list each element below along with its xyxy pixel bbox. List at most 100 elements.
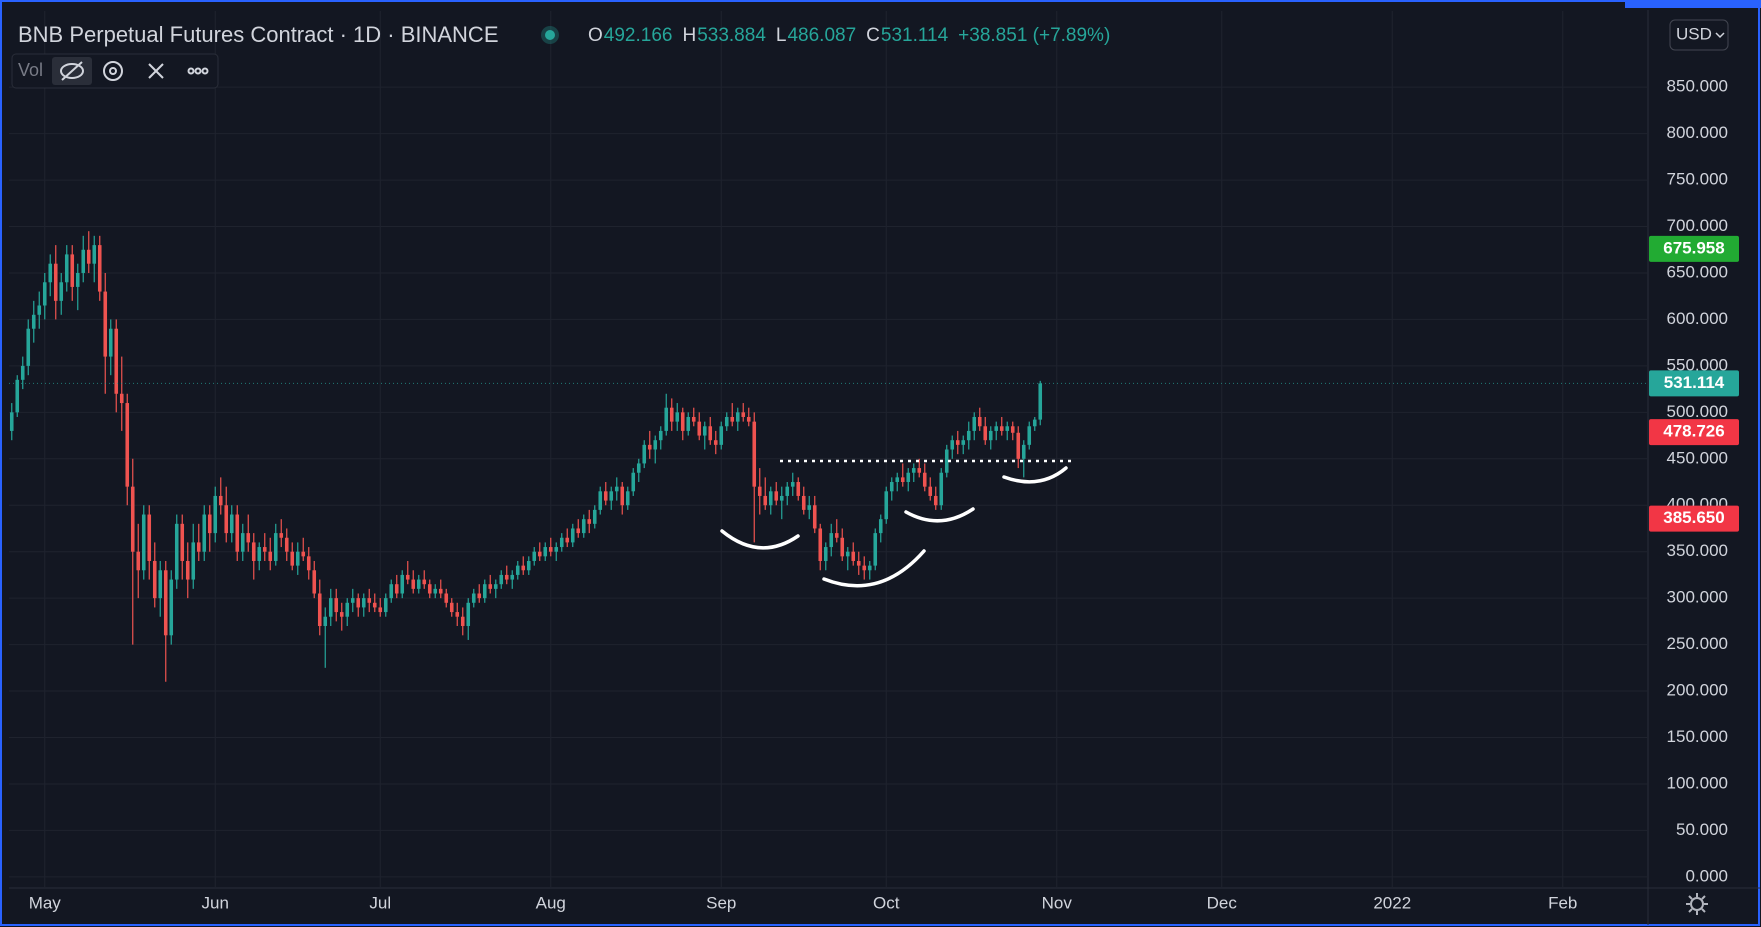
candle-body	[372, 602, 377, 608]
candle-body	[191, 542, 196, 580]
x-tick-label: Oct	[873, 893, 900, 912]
candle-body	[873, 533, 878, 566]
candle-body	[768, 491, 773, 506]
candle-body	[906, 472, 911, 483]
candle-body	[53, 263, 58, 301]
candle-body	[603, 491, 608, 501]
candle-body	[455, 612, 460, 617]
candle-body	[31, 314, 36, 329]
candle-body	[207, 514, 212, 534]
candle-body	[460, 616, 465, 627]
candle-body	[999, 426, 1004, 431]
currency-label: USD	[1676, 24, 1712, 43]
candle-body	[504, 574, 509, 580]
candle-body	[449, 602, 454, 613]
more-dot[interactable]	[187, 67, 195, 75]
candle-body	[70, 254, 75, 287]
candle-body	[262, 547, 267, 552]
y-tick-label: 600.000	[1667, 309, 1728, 328]
candle-body	[361, 598, 366, 608]
candle-body	[625, 491, 630, 506]
y-tick-label: 650.000	[1667, 262, 1728, 281]
x-tick-label: Nov	[1042, 893, 1073, 912]
legend-key: O	[588, 25, 603, 46]
candle-body	[482, 584, 487, 599]
candle-body	[185, 560, 190, 580]
price-badge	[1649, 419, 1739, 446]
candle-body	[928, 486, 933, 496]
candle-body	[174, 523, 179, 580]
candle-body	[933, 495, 938, 506]
candle-body	[163, 570, 168, 636]
y-tick-label: 150.000	[1667, 727, 1728, 746]
candle-body	[147, 514, 152, 561]
candle-body	[587, 519, 592, 524]
settings-icon[interactable]	[103, 61, 123, 81]
candle-body	[119, 393, 124, 404]
arc	[904, 507, 975, 523]
candle-body	[515, 565, 520, 575]
candle-body	[378, 607, 383, 613]
candle-body	[427, 584, 432, 594]
candle-body	[977, 416, 982, 427]
y-tick-label: 850.000	[1667, 77, 1728, 96]
candle-body	[807, 505, 812, 510]
candle-body	[1027, 426, 1032, 445]
candle-body	[829, 533, 834, 548]
candle-body	[884, 491, 889, 520]
candle-body	[422, 579, 427, 585]
currency-button[interactable]	[1669, 19, 1729, 51]
candle-body	[559, 537, 564, 548]
candle-body	[433, 588, 438, 594]
price-badge-label: 531.114	[1664, 373, 1725, 392]
candle-body	[961, 440, 966, 445]
legend-value: 486.087	[787, 25, 856, 46]
candle-body	[301, 551, 306, 557]
candle-body	[746, 416, 751, 422]
candle-body	[955, 440, 960, 445]
candle-body	[328, 598, 333, 617]
y-tick-label: 500.000	[1667, 402, 1728, 421]
price-badge-label: 385.650	[1663, 508, 1724, 527]
candle-body	[818, 528, 823, 561]
candle-body	[235, 514, 240, 552]
candle-body	[477, 593, 482, 599]
y-tick-label: 200.000	[1667, 681, 1728, 700]
candle-body	[1032, 419, 1037, 427]
candle-body	[614, 486, 619, 492]
candle-body	[350, 598, 355, 603]
candle-body	[889, 482, 894, 492]
candle-body	[521, 565, 526, 571]
candle-body	[988, 430, 993, 441]
x-tick-label: May	[29, 893, 62, 912]
candle-body	[867, 565, 872, 571]
candle-body	[939, 472, 944, 506]
candle-body	[240, 533, 245, 552]
candle-body	[405, 574, 410, 580]
candle-body	[647, 444, 652, 450]
eye-icon[interactable]	[60, 63, 84, 79]
candle-body	[394, 584, 399, 594]
candle-body	[251, 542, 256, 561]
candle-body	[911, 468, 916, 473]
candle-body	[735, 412, 740, 422]
candle-body	[983, 426, 988, 441]
candle-body	[598, 491, 603, 510]
candle-body	[609, 491, 614, 501]
candle-body	[229, 514, 234, 534]
candle-body	[438, 588, 443, 594]
candle-body	[158, 570, 163, 599]
candle-body	[471, 593, 476, 603]
candle-body	[554, 547, 559, 552]
candle-body	[845, 551, 850, 557]
y-tick-label: 350.000	[1667, 541, 1728, 560]
status-dot	[545, 30, 555, 40]
candle-body	[543, 547, 548, 557]
candle-body	[416, 579, 421, 589]
candle-body	[290, 551, 295, 566]
change: +38.851 (+7.89%)	[958, 25, 1110, 46]
arc	[720, 529, 800, 550]
candle-body	[878, 519, 883, 534]
tab-strip	[1625, 0, 1761, 8]
settings-gear[interactable]	[1686, 893, 1708, 915]
